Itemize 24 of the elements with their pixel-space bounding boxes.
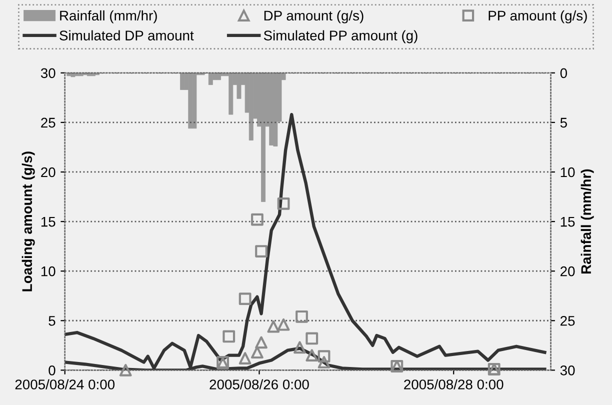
y2-tick-label: 0 — [560, 68, 568, 78]
legend-label: PP amount (g/s) — [488, 10, 587, 24]
x-tick-label: 2005/08/26 0:00 — [210, 379, 309, 390]
x-tick-label: 2005/08/28 0:00 — [404, 379, 504, 390]
y2-tick-label: 15 — [560, 217, 575, 227]
y-tick-label: 30 — [40, 68, 56, 78]
y-tick-label: 25 — [41, 118, 56, 128]
y-tick-label: 0 — [48, 366, 56, 376]
y-tick-label: 10 — [41, 266, 56, 276]
y2-tick-label: 10 — [560, 167, 575, 178]
y2-tick-label: 5 — [560, 118, 567, 128]
y2-tick-label: 30 — [560, 366, 575, 376]
y-tick-label: 5 — [48, 316, 56, 326]
y2-tick-label: 25 — [560, 316, 575, 326]
legend-label: Simulated DP amount — [60, 30, 194, 40]
legend-label: DP amount (g/s) — [264, 10, 364, 24]
y-tick-label: 20 — [41, 167, 56, 178]
y2-axis-title: Rainfall (mm/hr) — [580, 169, 594, 274]
y-tick-label: 15 — [41, 217, 56, 227]
y-axis-title: Loading amount (g/s) — [22, 152, 35, 292]
legend-label: Rainfall (mm/hr) — [60, 10, 157, 24]
y2-tick-label: 20 — [560, 266, 575, 276]
legend-label: Simulated PP amount (g) — [264, 30, 418, 44]
x-tick-label: 2005/08/24 0:00 — [15, 379, 115, 390]
